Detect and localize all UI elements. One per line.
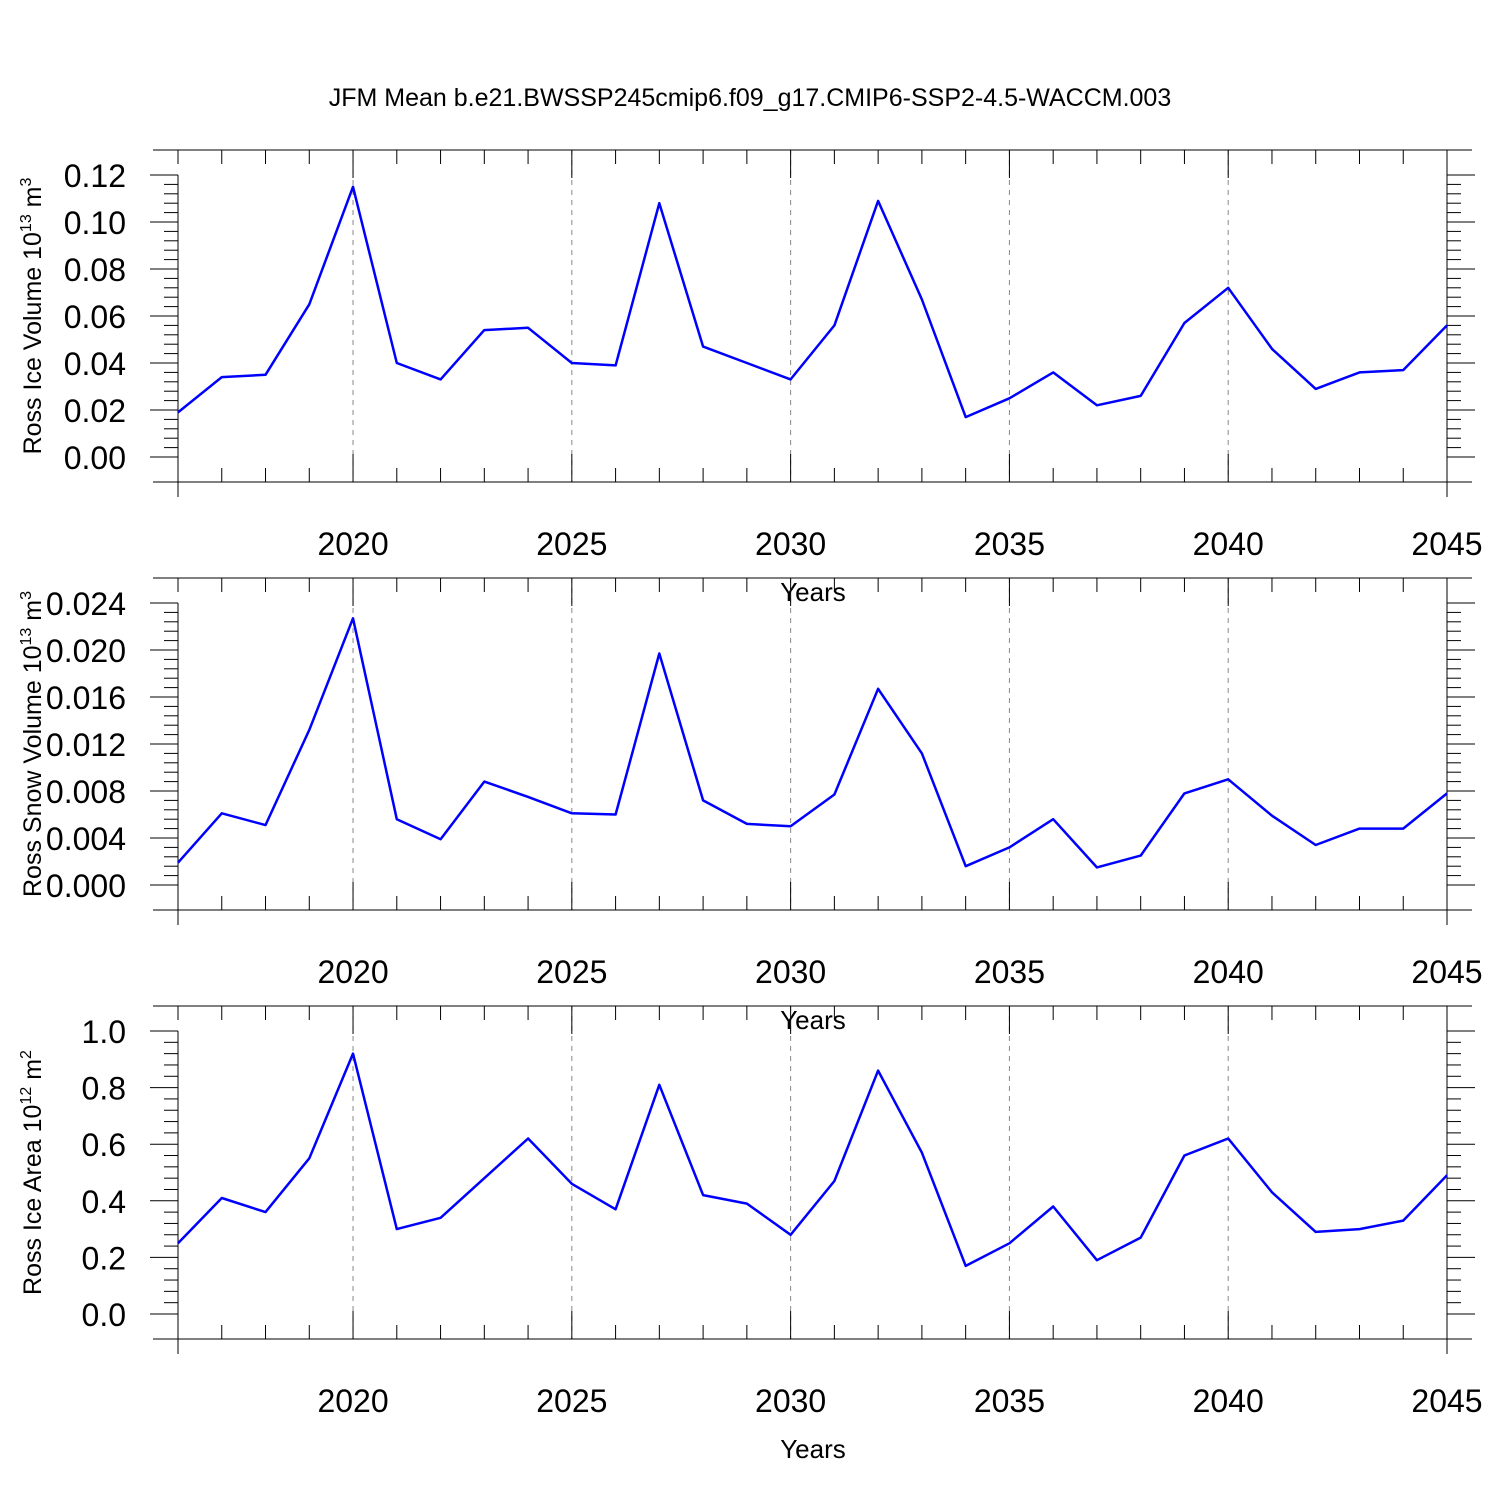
y-tick-label: 0.0 <box>82 1297 126 1333</box>
x-axis-label: Years <box>780 577 846 607</box>
y-tick-label: 0.004 <box>46 821 126 857</box>
x-tick-label: 2030 <box>755 1383 826 1419</box>
x-tick-label: 2030 <box>755 526 826 562</box>
y-tick-label: 0.2 <box>82 1240 126 1276</box>
x-tick-label: 2020 <box>317 526 388 562</box>
y-tick-label: 0.02 <box>64 393 126 429</box>
y-tick-label: 0.4 <box>82 1184 126 1220</box>
y-tick-label: 1.0 <box>82 1014 126 1050</box>
panel-2: 0.000 0.004 0.008 0.012 0.016 0.020 0.024 2020 2… <box>18 577 1483 1035</box>
series-line <box>177 1052 1448 1268</box>
y-tick-label: 0.08 <box>64 252 126 288</box>
y-tick-label: 0.10 <box>64 205 126 241</box>
y-tick-label: 0.012 <box>46 727 126 763</box>
series-line <box>177 617 1448 869</box>
y-tick-label: 0.024 <box>46 586 126 622</box>
y-tick-label: 0.06 <box>64 299 126 335</box>
y-tick-label: 0.04 <box>64 346 126 382</box>
y-tick-label: 0.000 <box>46 868 126 904</box>
x-tick-label: 2025 <box>536 1383 607 1419</box>
x-tick-label: 2025 <box>536 954 607 990</box>
x-axis-label: Years <box>780 1434 846 1464</box>
x-tick-label: 2030 <box>755 954 826 990</box>
x-tick-label: 2045 <box>1411 526 1482 562</box>
y-axis-label: Ross Ice Area 1012 m2 <box>18 1050 47 1295</box>
x-tick-label: 2025 <box>536 526 607 562</box>
y-tick-label: 0.00 <box>64 440 126 476</box>
series-line <box>177 185 1448 419</box>
y-tick-label: 0.020 <box>46 633 126 669</box>
x-tick-label: 2045 <box>1411 954 1482 990</box>
y-axis-label: Ross Ice Volume 1013 m3 <box>18 177 47 454</box>
panel-3: 0.0 0.2 0.4 0.6 0.8 1.0 2020 2025 2030 2035 2040 20… <box>18 1005 1483 1464</box>
x-tick-label: 2035 <box>974 1383 1045 1419</box>
y-axis-label: Ross Snow Volume 1013 m3 <box>18 591 47 897</box>
x-tick-label: 2035 <box>974 526 1045 562</box>
x-tick-label: 2040 <box>1193 526 1264 562</box>
x-tick-label: 2020 <box>317 1383 388 1419</box>
y-tick-label: 0.6 <box>82 1127 126 1163</box>
y-tick-label: 0.016 <box>46 680 126 716</box>
y-tick-label: 0.12 <box>64 158 126 194</box>
x-tick-label: 2035 <box>974 954 1045 990</box>
x-tick-label: 2020 <box>317 954 388 990</box>
panel-1: 0.00 0.02 0.04 0.06 0.08 0.10 0.12 2020 2025 2030… <box>18 149 1483 607</box>
y-tick-label: 0.008 <box>46 774 126 810</box>
x-tick-label: 2040 <box>1193 1383 1264 1419</box>
x-tick-label: 2040 <box>1193 954 1264 990</box>
x-axis-label: Years <box>780 1005 846 1035</box>
figure-title: JFM Mean b.e21.BWSSP245cmip6.f09_g17.CMI… <box>328 84 1172 112</box>
x-tick-label: 2045 <box>1411 1383 1482 1419</box>
y-tick-label: 0.8 <box>82 1071 126 1107</box>
